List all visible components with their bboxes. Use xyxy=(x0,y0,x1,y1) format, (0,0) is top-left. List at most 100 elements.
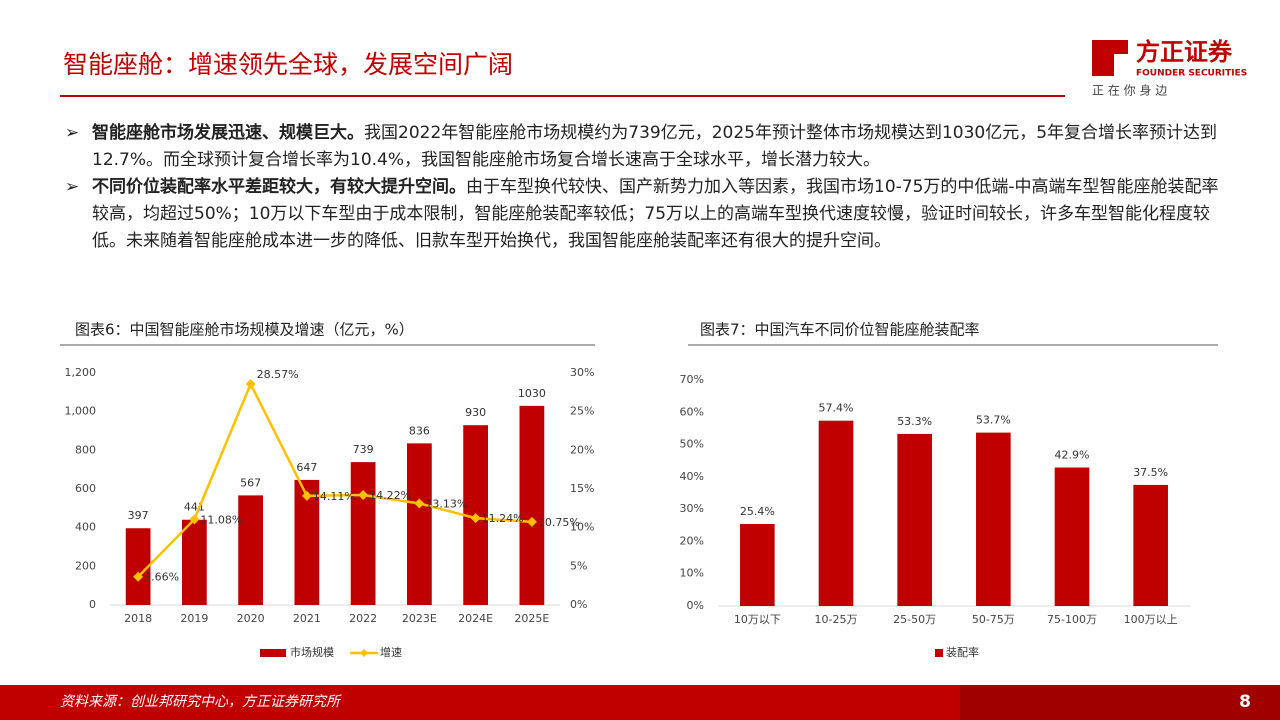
bullet-lead: 不同价位装配率水平差距较大，有较大提升空间。 xyxy=(92,177,466,197)
y-tick-label: 200 xyxy=(75,559,96,572)
y2-tick-label: 15% xyxy=(570,482,594,495)
bar xyxy=(350,462,376,605)
line xyxy=(137,381,532,578)
x-tick-label: 100万以上 xyxy=(1124,613,1178,626)
line-marker xyxy=(414,498,425,509)
bullet: 不同价位装配率水平差距较大，有较大提升空间。由于车型换代较快、国产新势力加入等因… xyxy=(65,174,1230,255)
y2-tick-label: 10% xyxy=(570,521,594,534)
y-tick-label: 10% xyxy=(680,567,704,580)
y-tick-label: 30% xyxy=(680,502,704,515)
y-tick-label: 50% xyxy=(680,438,704,451)
y2-tick-label: 20% xyxy=(570,443,594,456)
bar xyxy=(1133,484,1168,606)
value-label: 42.9% xyxy=(1055,448,1090,461)
x-tick-label: 2020 xyxy=(237,612,265,625)
y2-tick-label: 30% xyxy=(570,366,594,379)
y-tick-label: 20% xyxy=(680,534,704,547)
x-tick-label: 50-75万 xyxy=(972,613,1015,626)
y-tick-label: 40% xyxy=(680,470,704,483)
bullet-text: 我国2022年智能座舱市场规模约为739亿元，2025年预计整体市场规模达到10… xyxy=(92,123,1218,170)
bar xyxy=(1054,467,1090,606)
x-tick-label: 2022 xyxy=(349,612,377,625)
y-tick-label: 600 xyxy=(75,482,96,495)
line-marker xyxy=(526,516,537,527)
y-tick-label: 70% xyxy=(680,373,704,386)
value-label: 567 xyxy=(240,476,261,489)
value-label: 930 xyxy=(465,406,486,419)
line-marker xyxy=(301,490,312,501)
value-label: 3.66% xyxy=(144,571,179,584)
legend-swatch xyxy=(260,649,286,657)
y2-tick-label: 0% xyxy=(570,598,587,611)
chart-title: 图表7：中国汽车不同价位智能座舱装配率 xyxy=(700,321,980,339)
bullet-text: 由于车型换代较快、国产新势力加入等因素，我国市场10-75万的中低端-中高端车型… xyxy=(92,177,1219,251)
logo-en: FOUNDER SECURITIES xyxy=(1136,69,1247,79)
bullet: 智能座舱市场发展迅速、规模巨大。我国2022年智能座舱市场规模约为739亿元，2… xyxy=(65,120,1230,174)
value-label: 14.11% xyxy=(313,490,355,503)
y-tick-label: 800 xyxy=(75,443,96,456)
bar xyxy=(897,433,932,606)
value-label: 11.24% xyxy=(482,512,524,525)
line-marker xyxy=(189,514,200,525)
y-tick-label: 0% xyxy=(687,599,704,612)
x-tick-label: 2024E xyxy=(458,612,493,625)
value-label: 57.4% xyxy=(819,402,854,415)
line-marker xyxy=(470,513,481,524)
bar xyxy=(519,405,545,605)
legend-label: 市场规模 xyxy=(290,645,334,659)
value-label: 37.5% xyxy=(1133,466,1168,479)
y2-tick-label: 5% xyxy=(570,559,587,572)
footer-band-dark xyxy=(960,685,1280,720)
slogan: 正 在 你 身 边 xyxy=(1092,83,1167,98)
legend-swatch xyxy=(935,649,943,657)
source: 资料来源：创业邦研究中心，方正证券研究所 xyxy=(60,694,342,710)
value-label: 397 xyxy=(128,509,149,522)
value-label: 25.4% xyxy=(740,505,775,518)
y2-tick-label: 25% xyxy=(570,405,594,418)
value-label: 53.3% xyxy=(897,415,932,428)
chart-title: 图表6：中国智能座舱市场规模及增速（亿元，%） xyxy=(75,321,414,339)
y-tick-label: 0 xyxy=(89,598,96,611)
x-tick-label: 75-100万 xyxy=(1047,613,1097,626)
x-tick-label: 10-25万 xyxy=(815,613,858,626)
value-label: 53.7% xyxy=(976,414,1011,427)
x-tick-label: 25-50万 xyxy=(893,613,936,626)
y-tick-label: 1,000 xyxy=(65,405,97,418)
value-label: 739 xyxy=(353,443,374,456)
value-label: 14.22% xyxy=(369,489,411,502)
y-tick-label: 60% xyxy=(680,405,704,418)
value-label: 647 xyxy=(296,461,317,474)
x-tick-label: 2025E xyxy=(514,612,549,625)
x-tick-label: 2018 xyxy=(124,612,152,625)
x-tick-label: 2023E xyxy=(402,612,437,625)
legend-label: 增速 xyxy=(380,645,402,659)
y-tick-label: 1,200 xyxy=(65,366,97,379)
value-label: 13.13% xyxy=(425,497,467,510)
bar xyxy=(182,519,207,605)
line-marker xyxy=(358,490,369,501)
logo-icon xyxy=(1092,40,1128,76)
bar xyxy=(238,495,263,605)
value-label: 10.75% xyxy=(538,516,580,529)
logo-name: 方正证券 xyxy=(1136,38,1233,66)
x-tick-label: 2021 xyxy=(293,612,321,625)
bar xyxy=(407,443,432,605)
page-number: 8 xyxy=(1239,692,1251,712)
value-label: 836 xyxy=(409,424,430,437)
bar xyxy=(976,432,1011,606)
bullets: 智能座舱市场发展迅速、规模巨大。我国2022年智能座舱市场规模约为739亿元，2… xyxy=(65,120,1230,255)
line-marker xyxy=(245,379,256,390)
bullet-lead: 智能座舱市场发展迅速、规模巨大。 xyxy=(92,123,364,143)
value-label: 11.08% xyxy=(200,513,242,526)
legend-marker xyxy=(360,649,368,657)
bar xyxy=(818,420,854,606)
x-tick-label: 10万以下 xyxy=(734,613,781,626)
x-tick-label: 2019 xyxy=(180,612,208,625)
slide-title: 智能座舱：增速领先全球，发展空间广阔 xyxy=(63,50,513,79)
value-label: 1030 xyxy=(518,387,546,400)
legend-label: 装配率 xyxy=(946,645,979,659)
y-tick-label: 400 xyxy=(75,521,96,534)
bar xyxy=(740,523,775,606)
